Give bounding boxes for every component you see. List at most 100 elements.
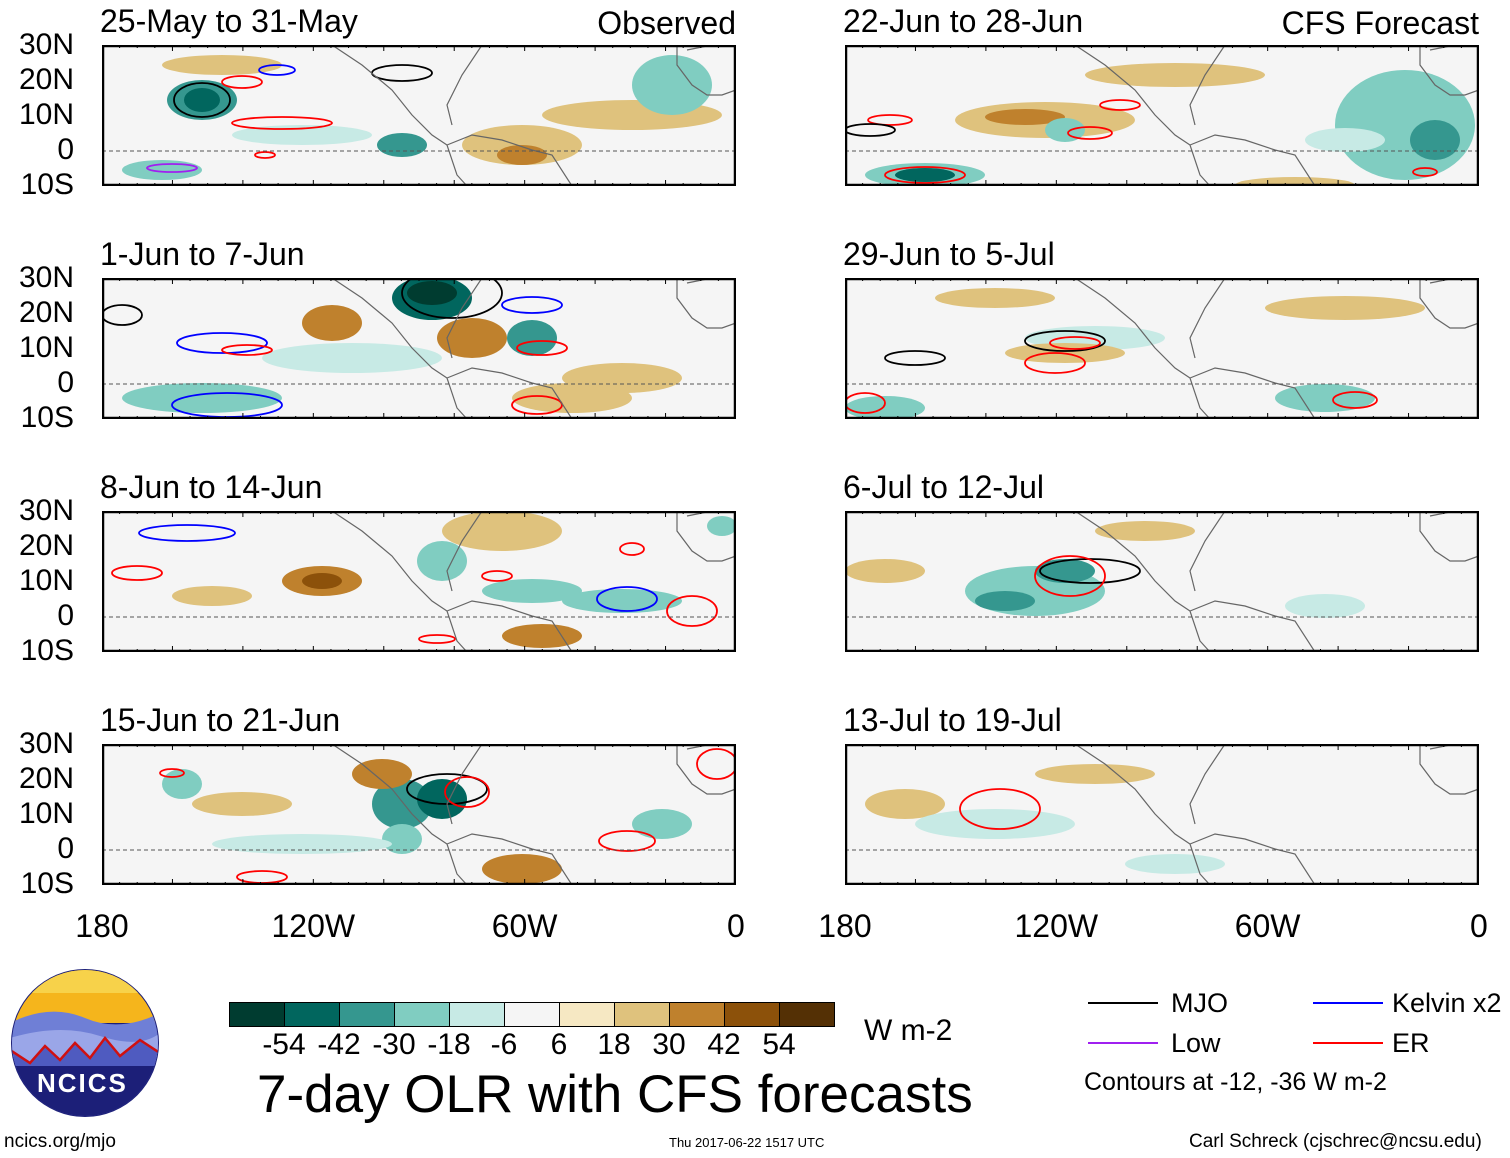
figure-title: 7-day OLR with CFS forecasts (257, 1065, 973, 1124)
panel-title: 15-Jun to 21-Jun (100, 702, 341, 738)
panel-title: 22-Jun to 28-Jun (843, 3, 1084, 39)
olr-anomaly-shading (1125, 854, 1225, 874)
olr-anomaly-shading (417, 779, 467, 819)
legend-line-low (1088, 1042, 1158, 1044)
map-panel (102, 278, 736, 419)
latitude-label: 20N (18, 762, 74, 795)
colorbar-label: 18 (597, 1028, 631, 1061)
olr-anomaly-shading (632, 55, 712, 115)
wave-contour (959, 788, 1041, 830)
latitude-label: 20N (18, 63, 74, 96)
longitude-label: 180 (818, 908, 872, 944)
latitude-label: 0 (57, 599, 74, 632)
panel-title: 8-Jun to 14-Jun (100, 469, 323, 505)
olr-anomaly-shading (1305, 128, 1385, 152)
olr-anomaly-shading (507, 320, 557, 356)
olr-anomaly-shading (302, 573, 342, 589)
panel-title: 13-Jul to 19-Jul (843, 702, 1062, 738)
wave-contour (1034, 555, 1106, 597)
olr-anomaly-shading (417, 541, 467, 581)
ncics-logo: NCICS (10, 968, 160, 1123)
map-panel (102, 744, 736, 885)
olr-anomaly-shading (442, 511, 562, 551)
colorbar-label: 30 (652, 1028, 686, 1061)
legend-line-kelvin (1313, 1002, 1383, 1004)
wave-contour (867, 114, 913, 126)
footer-url[interactable]: ncics.org/mjo (4, 1131, 116, 1152)
longitude-label: 180 (75, 908, 129, 944)
olr-anomaly-shading (232, 125, 372, 145)
logo-text: NCICS (37, 1068, 128, 1098)
coastline (331, 511, 736, 652)
wave-contour (481, 570, 513, 582)
wave-contour (102, 304, 143, 326)
colorbar-label: -30 (372, 1028, 416, 1061)
colorbar-label: -42 (317, 1028, 361, 1061)
wave-contour (231, 116, 333, 130)
wave-contour (884, 350, 946, 366)
map-panel (102, 511, 736, 652)
olr-anomaly-shading (632, 809, 692, 839)
colorbar-swatch (615, 1003, 670, 1026)
olr-anomaly-shading (895, 168, 955, 182)
map-panel (845, 511, 1479, 652)
olr-anomaly-shading (192, 792, 292, 816)
panel-title: 29-Jun to 5-Jul (843, 236, 1055, 272)
longitude-label: 0 (726, 908, 745, 944)
wave-contour (258, 64, 296, 76)
olr-anomaly-shading (985, 109, 1065, 125)
wave-contour (1332, 391, 1378, 409)
latitude-label: 30N (18, 494, 74, 527)
latitude-label: 0 (57, 366, 74, 399)
olr-anomaly-shading (497, 145, 547, 165)
coastline (331, 744, 736, 885)
wave-contour (596, 586, 658, 612)
colorbar-label: -54 (262, 1028, 306, 1061)
coastline (1074, 744, 1479, 885)
colorbar-swatch (340, 1003, 395, 1026)
wave-contour (221, 344, 273, 356)
colorbar (229, 1002, 835, 1027)
coastline (331, 45, 736, 186)
olr-anomaly-shading (1045, 118, 1085, 142)
colorbar-label: -6 (490, 1028, 518, 1061)
colorbar-label: 54 (762, 1028, 796, 1061)
colorbar-label: 42 (707, 1028, 741, 1061)
coastline (331, 278, 736, 419)
olr-anomaly-shading (562, 589, 682, 613)
olr-anomaly-shading (212, 834, 392, 854)
wave-contour (159, 768, 185, 778)
legend-label-mjo: MJO (1171, 988, 1228, 1018)
map-panel (845, 278, 1479, 419)
wave-contour (845, 123, 896, 137)
wave-contour (176, 332, 268, 354)
olr-anomaly-shading (352, 759, 412, 789)
longitude-label: 120W (1014, 908, 1099, 944)
wave-contour (138, 524, 236, 542)
olr-anomaly-shading (377, 133, 427, 157)
map-panel (845, 744, 1479, 885)
map-panel (102, 45, 736, 186)
latitude-label: 0 (57, 832, 74, 865)
olr-anomaly-shading (482, 579, 582, 603)
colorbar-swatch (505, 1003, 560, 1026)
latitude-label: 30N (18, 261, 74, 294)
olr-anomaly-shading (1410, 120, 1460, 160)
latitude-label: 10N (18, 564, 74, 597)
olr-anomaly-shading (172, 586, 252, 606)
wave-contour (1067, 126, 1113, 140)
wave-contour (444, 776, 490, 808)
legend-label-low: Low (1171, 1028, 1221, 1058)
colorbar-swatch (560, 1003, 615, 1026)
panel-title: 25-May to 31-May (100, 3, 358, 39)
olr-anomaly-shading (975, 591, 1035, 611)
latitude-label: 10N (18, 98, 74, 131)
latitude-label: 20N (18, 529, 74, 562)
olr-anomaly-shading (302, 305, 362, 341)
map-panel (845, 45, 1479, 186)
longitude-label: 60W (1234, 908, 1301, 944)
olr-anomaly-shading (482, 854, 562, 884)
wave-contour (173, 82, 231, 118)
coastline (1074, 278, 1479, 419)
olr-anomaly-shading (372, 779, 432, 829)
